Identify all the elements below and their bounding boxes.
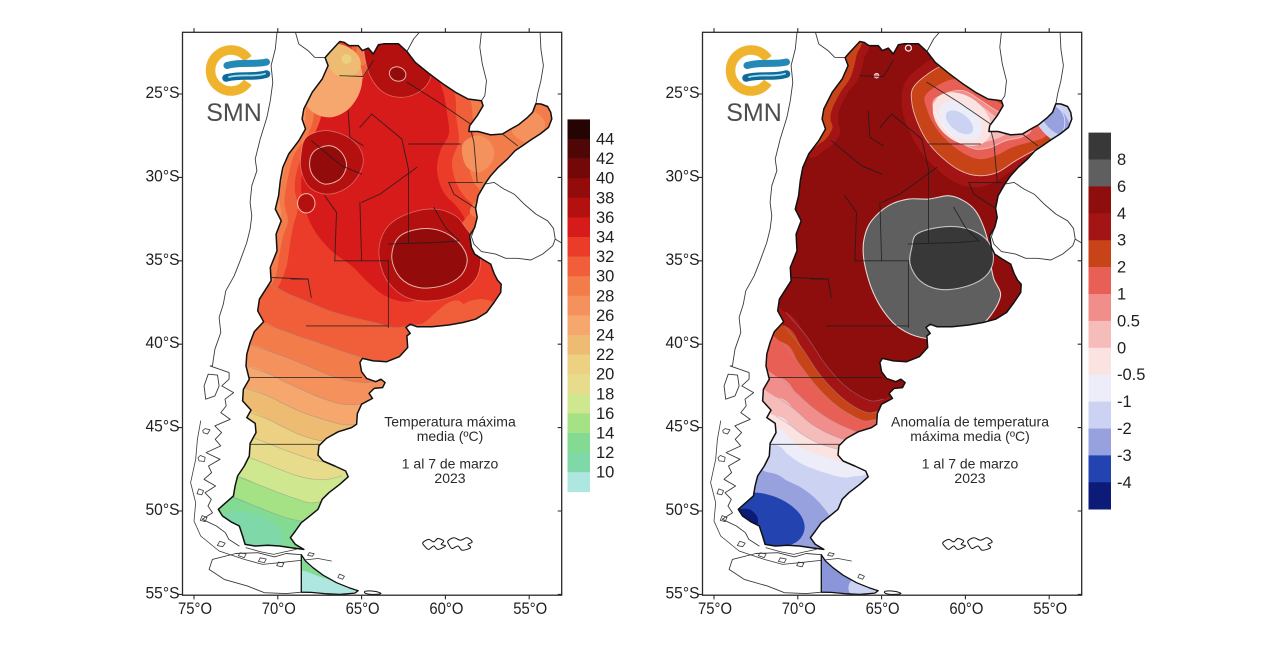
svg-text:65°O: 65°O (346, 599, 380, 618)
svg-text:26: 26 (596, 307, 614, 325)
svg-text:32: 32 (596, 248, 614, 266)
svg-text:2: 2 (1117, 259, 1126, 277)
svg-text:50°S: 50°S (666, 500, 700, 519)
svg-text:media (ºC): media (ºC) (417, 428, 484, 444)
svg-text:18: 18 (596, 385, 614, 403)
svg-text:42: 42 (596, 150, 614, 168)
svg-text:4: 4 (1117, 205, 1126, 223)
svg-text:55°O: 55°O (513, 599, 547, 618)
svg-text:22: 22 (596, 346, 614, 364)
svg-text:14: 14 (596, 425, 614, 443)
svg-text:8: 8 (1117, 151, 1126, 169)
svg-text:12: 12 (596, 444, 614, 462)
svg-text:75°O: 75°O (698, 599, 732, 618)
svg-text:1: 1 (1117, 286, 1126, 304)
svg-text:-4: -4 (1117, 474, 1132, 492)
svg-text:1 al 7 de marzo: 1 al 7 de marzo (922, 456, 1019, 472)
svg-text:36: 36 (596, 209, 614, 227)
svg-text:0.5: 0.5 (1117, 312, 1140, 330)
svg-text:38: 38 (596, 189, 614, 207)
svg-text:-1: -1 (1117, 393, 1132, 411)
svg-text:3: 3 (1117, 232, 1126, 250)
svg-text:45°S: 45°S (666, 417, 700, 436)
svg-text:Anomalía de temperatura: Anomalía de temperatura (891, 414, 1049, 430)
svg-text:2023: 2023 (954, 470, 985, 486)
svg-text:55°S: 55°S (146, 583, 180, 602)
svg-text:35°S: 35°S (666, 250, 700, 269)
svg-text:6: 6 (1117, 178, 1126, 196)
svg-text:16: 16 (596, 405, 614, 423)
svg-text:65°O: 65°O (866, 599, 900, 618)
svg-text:1 al 7 de marzo: 1 al 7 de marzo (402, 456, 499, 472)
svg-text:55°O: 55°O (1033, 599, 1067, 618)
svg-text:60°O: 60°O (949, 599, 983, 618)
svg-text:10: 10 (596, 464, 614, 482)
svg-text:30: 30 (596, 268, 614, 286)
svg-text:30°S: 30°S (666, 166, 700, 185)
svg-text:24: 24 (596, 327, 614, 345)
svg-text:28: 28 (596, 287, 614, 305)
svg-text:45°S: 45°S (146, 417, 180, 436)
svg-text:75°O: 75°O (178, 599, 212, 618)
svg-text:70°O: 70°O (262, 599, 296, 618)
svg-text:-2: -2 (1117, 420, 1132, 438)
svg-text:2023: 2023 (434, 470, 465, 486)
svg-text:34: 34 (596, 229, 614, 247)
svg-text:40°S: 40°S (146, 333, 180, 352)
svg-text:35°S: 35°S (146, 250, 180, 269)
svg-text:-0.5: -0.5 (1117, 366, 1145, 384)
svg-text:40: 40 (596, 170, 614, 188)
svg-text:50°S: 50°S (146, 500, 180, 519)
svg-text:25°S: 25°S (146, 83, 180, 102)
svg-text:70°O: 70°O (782, 599, 816, 618)
svg-text:SMN: SMN (726, 99, 782, 127)
svg-text:30°S: 30°S (146, 166, 180, 185)
svg-text:SMN: SMN (206, 99, 262, 127)
svg-text:25°S: 25°S (666, 83, 700, 102)
svg-text:0: 0 (1117, 339, 1126, 357)
svg-text:44: 44 (596, 131, 614, 149)
svg-text:máxima media (ºC): máxima media (ºC) (910, 428, 1029, 444)
svg-text:55°S: 55°S (666, 583, 700, 602)
svg-text:60°O: 60°O (429, 599, 463, 618)
svg-text:20: 20 (596, 366, 614, 384)
svg-text:40°S: 40°S (666, 333, 700, 352)
svg-text:Temperatura máxima: Temperatura máxima (384, 414, 516, 430)
svg-text:-3: -3 (1117, 447, 1132, 465)
